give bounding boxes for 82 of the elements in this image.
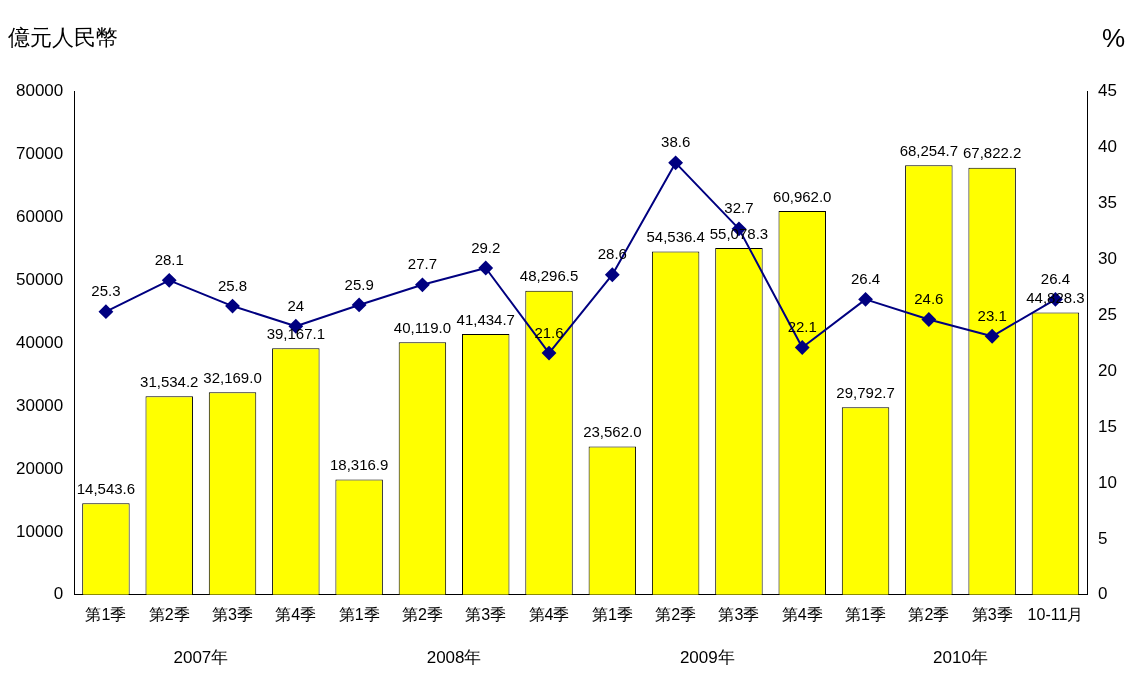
y2-tick-label: 20 (1098, 360, 1118, 380)
x-tick-label: 第4季 (528, 605, 570, 623)
data-label: 24.6 (914, 290, 944, 308)
data-label: 60,962.0 (773, 187, 832, 205)
data-label: 23,562.0 (583, 423, 642, 441)
data-label: 25.3 (91, 282, 121, 300)
x-tick-label: 第1季 (338, 605, 380, 623)
data-label: 28.1 (154, 250, 184, 268)
y2-tick-label: 15 (1098, 416, 1118, 436)
data-label: 67,822.2 (962, 144, 1022, 162)
data-label: 41,434.7 (456, 310, 515, 328)
data-label: 26.4 (1040, 270, 1071, 287)
x-tick-label: 第3季 (971, 605, 1013, 623)
data-label: 14,543.6 (76, 479, 136, 497)
text: 2007年 (173, 648, 229, 668)
y2-axis-title: % (1101, 23, 1125, 54)
x-tick-label: 第4季 (781, 605, 823, 623)
x-tick-label: 第2季 (908, 605, 950, 623)
y2-tick-label: 35 (1098, 192, 1118, 212)
point (985, 329, 1000, 344)
x-tick-label: 第1季 (845, 605, 886, 623)
x-tick-label: 第3季 (465, 605, 507, 623)
y-tick-label: 70000 (15, 143, 64, 163)
data-label: 29.2 (471, 238, 501, 256)
y-tick-label: 40000 (15, 332, 64, 352)
x-tick-label: 10-11月 (1027, 605, 1084, 623)
point (542, 346, 557, 361)
x-tick-label: 第2季 (401, 605, 443, 623)
y-tick-label: 20000 (15, 458, 64, 478)
data-label: 25.9 (344, 275, 374, 293)
text: 2010年 (933, 648, 988, 668)
y-tick-label: 80000 (15, 80, 64, 100)
x-tick-label: 第3季 (718, 605, 760, 623)
y-tick-label: 60000 (15, 206, 64, 226)
point (795, 340, 810, 355)
y2-tick-label: 5 (1098, 528, 1108, 548)
point (225, 299, 240, 314)
text: 2008年 (426, 648, 482, 668)
x-tick-label: 第1季 (591, 605, 633, 623)
text: 2009年 (679, 648, 735, 668)
y2-tick-label: 25 (1098, 304, 1118, 324)
data-label: 39,167.1 (266, 324, 326, 342)
x-tick-label: 第2季 (655, 605, 697, 623)
data-label: 24 (287, 296, 305, 314)
data-label: 54,536.4 (646, 228, 705, 246)
x-tick-label: 第2季 (148, 605, 190, 623)
data-label: 32,169.0 (203, 368, 262, 386)
x-tick-label: 第4季 (275, 605, 317, 623)
y-tick-label: 30000 (15, 395, 64, 415)
y-axis-title: 億元人民幣 (8, 24, 118, 52)
data-label: 21.6 (534, 323, 564, 341)
point (98, 304, 113, 319)
data-label: 31,534.2 (140, 372, 199, 390)
point (921, 312, 936, 327)
x-tick-label: 第1季 (85, 605, 127, 623)
y2-tick-label: 45 (1098, 80, 1118, 100)
point (858, 292, 873, 307)
point (352, 297, 367, 312)
data-label: 27.7 (407, 255, 438, 273)
x-tick-label: 第3季 (212, 605, 253, 623)
y-tick-label: 0 (53, 584, 64, 604)
data-label: 68,254.7 (899, 141, 959, 159)
data-label: 29,792.7 (836, 383, 895, 401)
point (162, 273, 177, 288)
y2-tick-label: 30 (1098, 248, 1118, 268)
y2-tick-label: 10 (1098, 472, 1118, 492)
y-tick-label: 10000 (15, 521, 64, 541)
data-label: 40,119.0 (393, 318, 452, 336)
data-label: 32.7 (724, 199, 754, 217)
data-label: 48,296.5 (519, 267, 579, 285)
data-label: 26.4 (850, 270, 881, 287)
y2-tick-label: 0 (1098, 584, 1108, 604)
point (668, 155, 683, 170)
data-label: 25.8 (217, 276, 248, 294)
y-tick-label: 50000 (15, 269, 64, 289)
data-label: 18,316.9 (329, 456, 389, 474)
point (605, 267, 620, 282)
point (415, 277, 430, 292)
data-label: 38.6 (661, 133, 691, 151)
point (478, 261, 493, 276)
y2-tick-label: 40 (1098, 136, 1118, 156)
data-label: 23.1 (977, 306, 1007, 324)
